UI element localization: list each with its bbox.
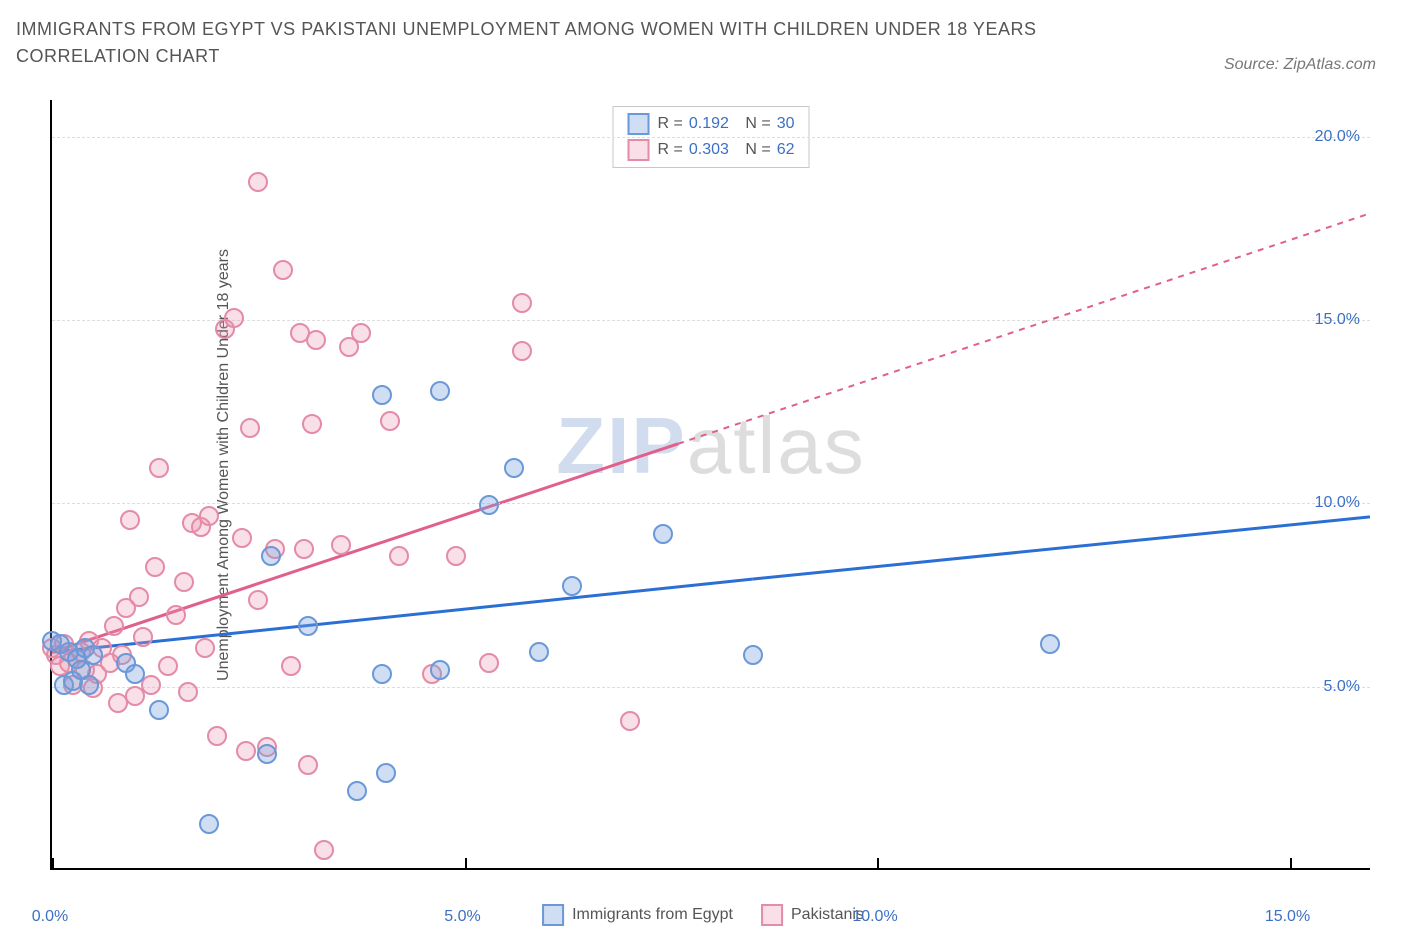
y-tick-label: 10.0% [1315,494,1360,512]
legend-item: Pakistanis [761,904,864,926]
scatter-point-blue [430,660,450,680]
scatter-point-pink [240,418,260,438]
scatter-point-pink [141,675,161,695]
scatter-point-blue [479,495,499,515]
scatter-point-pink [166,605,186,625]
scatter-point-pink [273,260,293,280]
legend-label: Immigrants from Egypt [572,906,733,924]
scatter-point-pink [380,411,400,431]
x-tick-label: 10.0% [852,908,897,926]
scatter-point-blue [257,744,277,764]
legend-item: Immigrants from Egypt [542,904,733,926]
legend-swatch [542,904,564,926]
y-tick-label: 5.0% [1324,678,1360,696]
scatter-point-pink [120,510,140,530]
y-tick-label: 15.0% [1315,311,1360,329]
gridline [52,320,1370,321]
scatter-point-pink [331,535,351,555]
scatter-point-pink [389,546,409,566]
scatter-point-pink [224,308,244,328]
scatter-point-blue [83,645,103,665]
scatter-point-pink [199,506,219,526]
stats-text: R = 0.192 N = 30 [658,115,795,133]
scatter-point-blue [653,524,673,544]
scatter-point-blue [376,763,396,783]
scatter-point-pink [236,741,256,761]
watermark-zip: ZIP [556,401,686,490]
scatter-point-pink [314,840,334,860]
gridline [52,137,1370,138]
legend-swatch [628,139,650,161]
x-tick-label: 15.0% [1265,908,1310,926]
x-tick [877,858,879,870]
chart-title: IMMIGRANTS FROM EGYPT VS PAKISTANI UNEMP… [16,16,1116,70]
scatter-point-blue [199,814,219,834]
y-tick-label: 20.0% [1315,128,1360,146]
scatter-point-blue [562,576,582,596]
scatter-point-blue [430,381,450,401]
scatter-point-blue [347,781,367,801]
scatter-point-pink [248,172,268,192]
scatter-point-pink [232,528,252,548]
scatter-point-pink [174,572,194,592]
scatter-point-blue [1040,634,1060,654]
scatter-point-pink [207,726,227,746]
gridline [52,687,1370,688]
source-label: Source: ZipAtlas.com [1224,56,1376,74]
scatter-point-pink [158,656,178,676]
scatter-point-pink [302,414,322,434]
scatter-point-pink [104,616,124,636]
gridline [52,503,1370,504]
x-tick-label: 5.0% [444,908,480,926]
scatter-point-pink [351,323,371,343]
chart-plot-area: ZIPatlas R = 0.192 N = 30 R = 0.303 N = 6… [50,100,1370,870]
scatter-point-pink [195,638,215,658]
stats-row: R = 0.303 N = 62 [628,139,795,161]
scatter-point-blue [529,642,549,662]
stats-text: R = 0.303 N = 62 [658,141,795,159]
scatter-point-pink [149,458,169,478]
scatter-point-blue [372,664,392,684]
legend-bottom: Immigrants from Egypt Pakistanis [542,904,864,926]
scatter-point-pink [298,755,318,775]
x-tick [1290,858,1292,870]
scatter-point-blue [504,458,524,478]
scatter-point-pink [306,330,326,350]
scatter-point-pink [133,627,153,647]
scatter-point-pink [248,590,268,610]
scatter-point-pink [512,293,532,313]
scatter-point-pink [512,341,532,361]
legend-swatch [628,113,650,135]
scatter-point-pink [178,682,198,702]
scatter-point-blue [261,546,281,566]
scatter-point-pink [145,557,165,577]
x-tick-label: 0.0% [32,908,68,926]
scatter-point-blue [79,675,99,695]
scatter-point-pink [281,656,301,676]
x-tick [52,858,54,870]
stats-row: R = 0.192 N = 30 [628,113,795,135]
scatter-point-pink [479,653,499,673]
scatter-point-pink [129,587,149,607]
watermark: ZIPatlas [556,400,865,492]
x-tick [465,858,467,870]
scatter-point-blue [372,385,392,405]
scatter-point-blue [125,664,145,684]
scatter-point-pink [294,539,314,559]
legend-swatch [761,904,783,926]
scatter-point-pink [620,711,640,731]
watermark-atlas: atlas [687,401,866,490]
scatter-point-blue [743,645,763,665]
scatter-point-blue [298,616,318,636]
scatter-point-blue [149,700,169,720]
scatter-point-pink [446,546,466,566]
